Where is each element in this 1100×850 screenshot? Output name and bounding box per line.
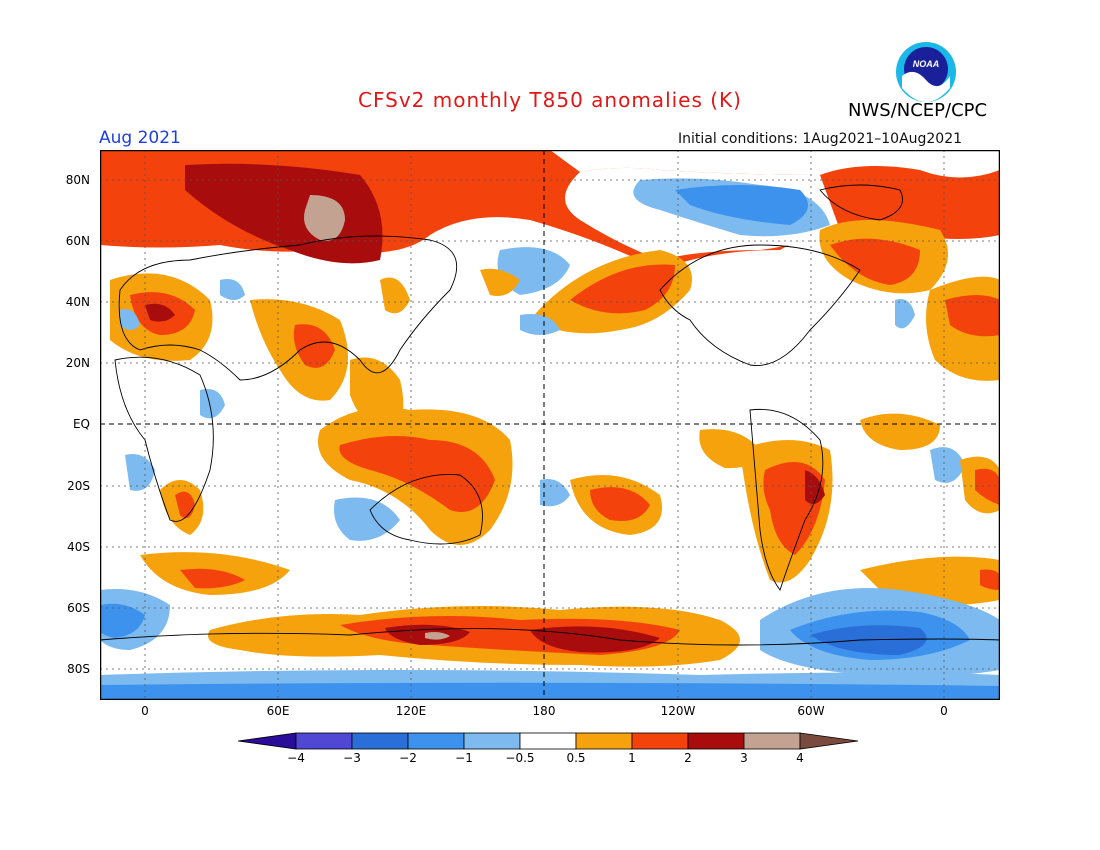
lat-label: 80S [67,662,90,676]
initial-conditions: Initial conditions: 1Aug2021–10Aug2021 [678,131,963,147]
anomaly-map [100,150,1000,700]
colorbar-swatch [351,732,409,750]
colorbar-swatch [407,732,465,750]
colorbar-swatch [743,732,801,750]
colorbar-tick-label: −1 [455,751,473,765]
colorbar-swatch [295,732,353,750]
colorbar-tick-label: 3 [740,751,748,765]
chart-title: CFSv2 monthly T850 anomalies (K) [358,88,742,112]
colorbar-arrow-left [238,732,297,750]
colorbar-swatch [687,732,745,750]
lon-label: 0 [141,704,149,718]
colorbar-swatch [631,732,689,750]
lat-label: EQ [72,417,90,431]
lat-label: 40S [67,540,90,554]
colorbar-swatch [575,732,633,750]
lat-label: 20S [67,479,90,493]
lat-label: 80N [65,173,90,187]
colorbar-arrow-right [799,732,859,750]
equator-dateline [100,150,1000,700]
lat-label: 60N [65,234,90,248]
logo-lettering: NOAA [913,59,940,69]
colorbar-tick-label: −2 [399,751,417,765]
colorbar-tick-label: −3 [343,751,361,765]
lon-label: 180 [532,704,556,718]
lat-label: 40N [65,295,90,309]
colorbar-tick-label: 1 [628,751,636,765]
lon-label: 120W [660,704,696,718]
lat-label: 60S [67,601,90,615]
lon-label: 60W [797,704,825,718]
graticule [100,150,1000,700]
colorbar-tick-label: 4 [796,751,804,765]
colorbar [238,732,859,750]
colorbar-tick-label: −4 [287,751,305,765]
lon-label: 0 [940,704,948,718]
colorbar-swatch [463,732,521,750]
lon-label: 120E [395,704,427,718]
lon-label: 60E [266,704,290,718]
colorbar-tick-label: −0.5 [505,751,535,765]
colorbar-tick-label: 2 [684,751,692,765]
colorbar-swatch [519,732,577,750]
noaa-logo-icon: NOAA [896,42,956,102]
lat-label: 20N [65,356,90,370]
coastlines [100,184,1000,646]
colorbar-tick-label: 0.5 [566,751,586,765]
agency-label: NWS/NCEP/CPC [848,100,988,121]
forecast-month: Aug 2021 [99,128,181,148]
